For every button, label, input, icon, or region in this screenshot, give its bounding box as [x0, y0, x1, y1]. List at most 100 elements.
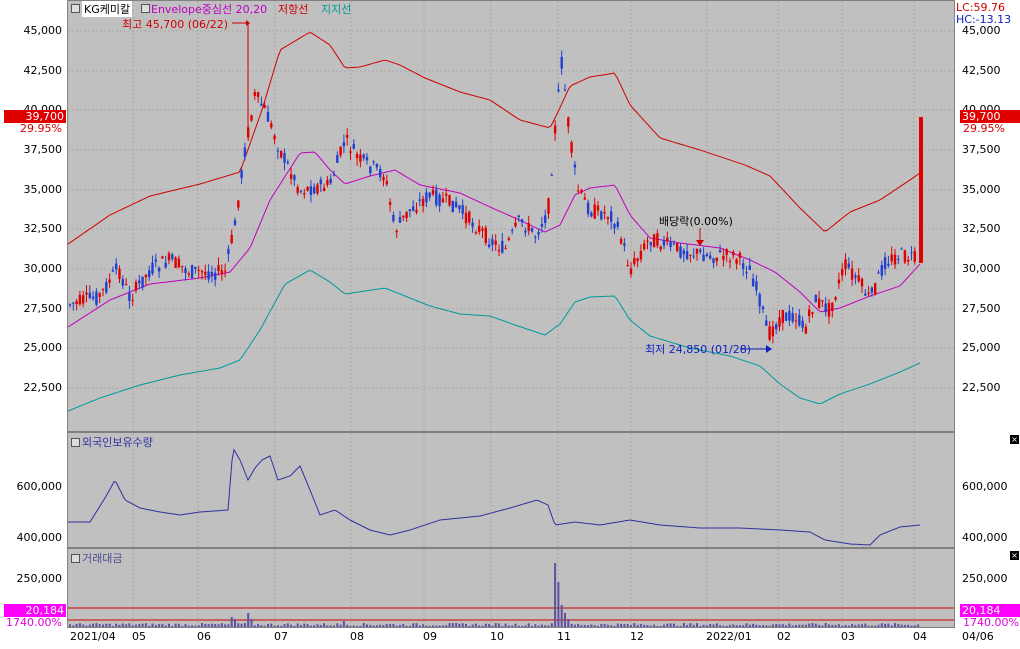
y-tick: 30,000 [23, 262, 63, 275]
candle-body [781, 309, 784, 324]
candle-body [299, 190, 303, 192]
candle-body [468, 211, 471, 223]
settings-square-icon[interactable] [71, 554, 80, 563]
amount-bar [907, 624, 910, 627]
trading-amount-pane[interactable] [67, 548, 955, 628]
candle-body [329, 178, 332, 184]
amount-bar [669, 623, 672, 627]
candle-body [230, 234, 233, 244]
candle-body [352, 144, 355, 149]
amount-bar [121, 623, 124, 627]
candle-body [755, 281, 758, 291]
candle-body [296, 187, 299, 193]
amount-bar [296, 623, 299, 627]
amount-bar [290, 624, 293, 627]
candle-body [108, 279, 111, 283]
amount-bar [82, 624, 85, 627]
foreign-holding-pane[interactable] [67, 432, 955, 548]
candle-body [662, 240, 666, 246]
amount-bar [168, 623, 170, 627]
candle-body [748, 265, 751, 270]
candle-body [263, 105, 266, 109]
amount-bar [441, 625, 444, 627]
amount-bar [834, 624, 837, 627]
settings-square-icon[interactable] [71, 438, 80, 447]
candle-body [507, 238, 511, 240]
candle-body [494, 240, 497, 245]
candle-body [405, 211, 408, 219]
amount-bar [194, 625, 197, 627]
candle-body [303, 193, 306, 195]
hc-readout: HC:-13.13 [956, 13, 1012, 26]
foreign-panel-title: 외국인보유수량 [82, 436, 153, 449]
candle-body [441, 198, 445, 203]
candle-body [382, 176, 385, 181]
settings-square-icon[interactable] [141, 4, 150, 13]
candle-body [547, 198, 550, 214]
close-icon[interactable]: × [1010, 435, 1019, 444]
amount-bar [676, 625, 679, 627]
candle-body [131, 299, 134, 302]
amount-bar [867, 625, 870, 627]
settings-square-icon[interactable] [71, 4, 80, 13]
x-tick: 02 [777, 630, 791, 643]
amount-bar [844, 624, 847, 627]
amount-bar [339, 624, 342, 627]
amount-bar [161, 623, 164, 627]
candle-body [593, 204, 596, 219]
candle-body [580, 189, 583, 193]
indicator-support[interactable]: 지지선 [321, 3, 352, 16]
candle-body [890, 254, 893, 262]
indicator-envelope[interactable]: Envelope중심선 20,20 [151, 3, 268, 16]
candle-body [362, 154, 365, 159]
candle-body [639, 251, 643, 260]
y-tick-right: 45,000 [962, 24, 1001, 37]
amount-bar [814, 623, 817, 627]
candle-body [266, 112, 270, 122]
amount-bar [507, 625, 510, 627]
amount-bar [88, 624, 91, 627]
amount-bar [514, 623, 517, 627]
candle-body [758, 294, 761, 307]
amount-bar [705, 625, 708, 627]
candle-body [798, 314, 801, 326]
amount-bar [234, 619, 236, 627]
candle-body [831, 302, 834, 311]
amount-bar [210, 623, 213, 627]
amount-bar [435, 625, 438, 627]
amount-bar [854, 624, 857, 627]
amount-bar [422, 624, 425, 627]
amount-bar [649, 625, 652, 627]
candle-body [893, 254, 897, 265]
amount-bar [583, 624, 586, 627]
candle-body [619, 238, 623, 244]
indicator-resistance[interactable]: 저항선 [278, 3, 309, 16]
candle-body [765, 320, 768, 326]
candle-body [385, 180, 388, 185]
close-icon[interactable]: × [1010, 551, 1019, 560]
candle-body [715, 257, 718, 262]
amount-bar [620, 623, 623, 627]
amount-bar [138, 624, 141, 627]
latest-candle [919, 117, 923, 263]
candle-body [121, 279, 124, 286]
candle-body [897, 258, 900, 261]
candle-body [214, 272, 217, 280]
candle-body [844, 259, 847, 270]
y-tick: 600,000 [16, 480, 63, 493]
candle-body [326, 179, 329, 185]
amount-bar [798, 624, 801, 627]
amount-bar [527, 623, 530, 627]
amount-bar [742, 625, 745, 627]
y-tick-right: 25,000 [962, 341, 1001, 354]
candle-body [745, 272, 748, 274]
amount-bar [432, 625, 434, 627]
candle-body [118, 268, 121, 280]
amount-bar [732, 624, 735, 627]
amount-bar [715, 623, 718, 627]
candle-body [705, 254, 709, 257]
high-annotation: 최고 45,700 (06/22) [122, 18, 229, 31]
candle-body [530, 227, 534, 232]
amount-bar [498, 623, 500, 627]
amount-bar [564, 613, 566, 627]
